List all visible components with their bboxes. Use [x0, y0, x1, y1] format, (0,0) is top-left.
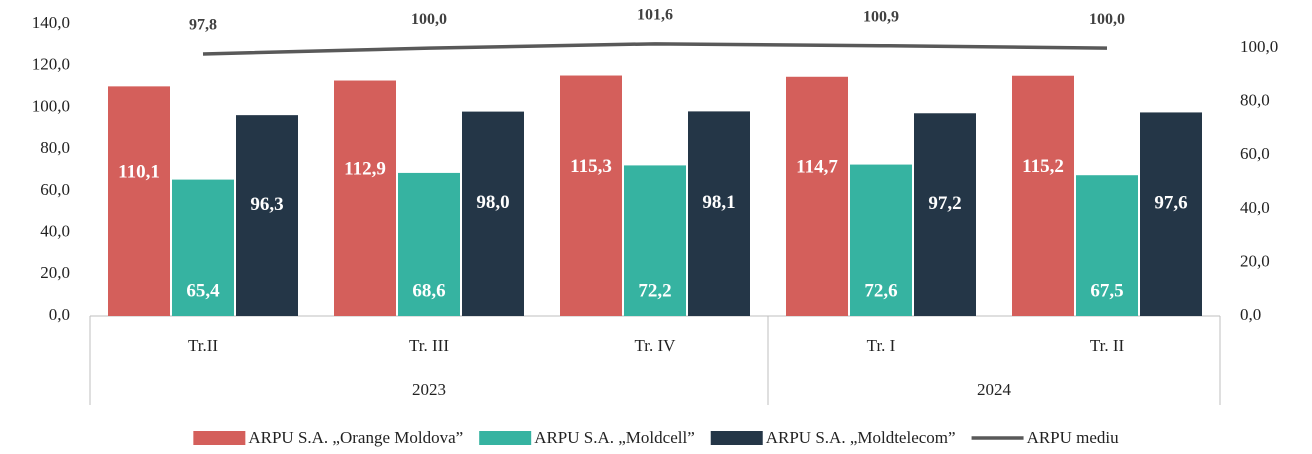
y2-tick-label: 60,0: [1240, 144, 1270, 163]
bar: [688, 111, 750, 317]
data-label: 67,5: [1090, 280, 1123, 301]
bar: [624, 165, 686, 316]
legend-swatch: [479, 431, 532, 445]
bar: [108, 86, 170, 316]
y2-tick-label: 40,0: [1240, 198, 1270, 217]
legend-label: ARPU mediu: [1027, 428, 1120, 447]
legend-label: ARPU S.A. „Orange Moldova”: [248, 428, 463, 447]
x-tick-label: Tr. III: [409, 336, 449, 355]
data-label: 112,9: [344, 159, 386, 180]
y-tick-label: 40,0: [40, 221, 70, 240]
line: [202, 42, 1108, 56]
data-label: 72,6: [864, 280, 897, 301]
data-label: 115,2: [1022, 156, 1064, 177]
bar: [398, 172, 460, 316]
y-tick-label: 0,0: [49, 305, 70, 324]
x-tick-label: Tr. IV: [635, 336, 677, 355]
line-label: 100,0: [1089, 11, 1125, 28]
group-label: 2024: [977, 380, 1012, 399]
y-tick-label: 100,0: [32, 96, 70, 115]
bar: [172, 179, 234, 316]
bar: [236, 115, 298, 316]
y-tick-label: 80,0: [40, 138, 70, 157]
bar: [462, 111, 524, 316]
y2-tick-label: 20,0: [1240, 251, 1270, 270]
legend-swatch: [710, 431, 763, 445]
data-label: 115,3: [570, 156, 612, 177]
line-label: 100,0: [411, 11, 447, 28]
y-tick-label: 60,0: [40, 180, 70, 199]
bar: [1076, 175, 1138, 316]
data-label: 68,6: [412, 280, 445, 301]
data-label: 110,1: [118, 162, 160, 183]
data-label: 96,3: [250, 194, 283, 215]
data-label: 98,1: [702, 192, 735, 213]
bar: [1140, 112, 1202, 316]
x-tick-label: Tr. II: [1090, 336, 1125, 355]
group-label: 2023: [412, 380, 446, 399]
bar: [914, 113, 976, 316]
line-label: 100,9: [863, 8, 899, 25]
x-tick-label: Tr. I: [867, 336, 896, 355]
y2-tick-label: 0,0: [1240, 305, 1261, 324]
y-tick-label: 120,0: [32, 55, 70, 74]
y-tick-label: 20,0: [40, 263, 70, 282]
line-label: 97,8: [189, 17, 217, 34]
legend-swatch: [193, 431, 246, 445]
y2-tick-label: 80,0: [1240, 91, 1270, 110]
legend-label: ARPU S.A. „Moldcell”: [534, 428, 695, 447]
bar: [1012, 75, 1074, 317]
data-label: 98,0: [476, 192, 509, 213]
y2-tick-label: 100,0: [1240, 37, 1278, 56]
data-label: 97,6: [1154, 193, 1187, 214]
x-tick-label: Tr.II: [188, 336, 218, 355]
bar: [786, 76, 848, 316]
data-label: 65,4: [186, 280, 220, 301]
bar: [334, 80, 396, 316]
legend-label: ARPU S.A. „Moldtelecom”: [766, 428, 956, 447]
data-label: 72,2: [638, 280, 671, 301]
data-label: 97,2: [928, 193, 961, 214]
data-label: 114,7: [796, 157, 838, 178]
bar: [560, 75, 622, 316]
bar: [850, 164, 912, 316]
y-tick-label: 140,0: [32, 13, 70, 32]
line-label: 101,6: [637, 6, 673, 23]
